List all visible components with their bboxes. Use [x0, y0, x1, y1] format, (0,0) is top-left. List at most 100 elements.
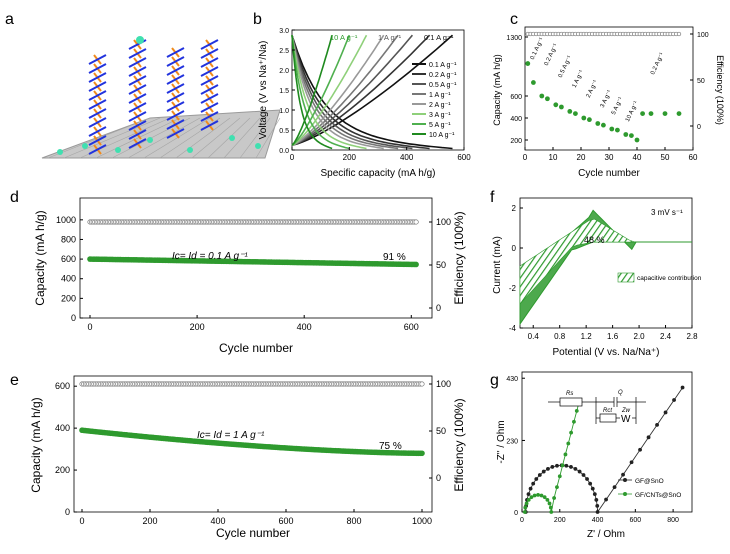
circuit-zw: Zw	[621, 408, 631, 414]
bond-blue	[200, 111, 219, 122]
rate-label-c: 0.1 A g⁻¹	[530, 37, 545, 61]
x-tick-label-f: 2.8	[686, 332, 698, 341]
y-tick-label-b: 0.5	[279, 128, 289, 135]
y-right-tick-label-e: 0	[436, 473, 441, 483]
panel-f-letter: f	[490, 189, 495, 206]
discharge-curve	[291, 35, 399, 150]
y-right-tick-label-c: 50	[697, 78, 705, 85]
x-tick-label-g: 0	[520, 517, 524, 524]
capacity-point-c	[634, 137, 640, 143]
bond-blue	[128, 102, 147, 113]
y-tick-label-g: 430	[506, 376, 518, 383]
capacity-point-c	[623, 132, 629, 137]
scan-rate-f: 3 mV s⁻¹	[651, 208, 683, 217]
bond-blue	[88, 108, 107, 119]
charge-curve	[291, 34, 351, 146]
rate-label-c: 0.5 A g⁻¹	[558, 55, 573, 79]
nyquist-point-gf-sno	[564, 463, 569, 468]
x-axis-label-c: Cycle number	[578, 168, 640, 179]
capacity-point-c	[573, 111, 578, 116]
charge-curve	[291, 34, 399, 146]
x-tick-label-e: 400	[210, 516, 225, 526]
bond-blue	[200, 120, 219, 131]
nyquist-point-gf-sno	[569, 465, 573, 469]
nyquist-point-gf-sno	[595, 504, 600, 508]
x-tick-label-g: 600	[629, 517, 641, 524]
capacity-point-c	[648, 111, 654, 116]
bond-blue	[88, 99, 107, 110]
nyquist-point-gf-cnts-sno	[523, 505, 528, 510]
bond-blue	[128, 93, 147, 104]
rate-label-c: 3 A g⁻¹	[600, 90, 613, 109]
sheet-grid-line	[47, 117, 151, 159]
annotation-10: 10 A g⁻¹	[330, 33, 358, 42]
x-tick-label-f: 2.0	[634, 332, 646, 341]
bond-blue	[166, 92, 185, 103]
capacity-point-c	[595, 121, 601, 126]
y-axis-label-f: Current (mA)	[492, 236, 503, 294]
y-tick-label-d: 200	[61, 293, 76, 303]
bond-blue	[200, 93, 219, 104]
discharge-curve	[291, 35, 384, 150]
bond-blue	[166, 110, 185, 121]
y-tick-label-b: 0.0	[279, 148, 289, 155]
bond-blue	[128, 84, 147, 95]
x-tick-label-d: 400	[297, 322, 312, 332]
nyquist-point-gf-sno	[638, 447, 642, 452]
y-axis-label-d: Capacity (mA h/g)	[33, 210, 47, 305]
panel-c: c 0 10 20 30 40 50 60 200 400 600 1300 0 50 100 0.1 A …	[492, 11, 725, 179]
panel-f: f 0.4 0.8 1.2 1.6 2.0 2.4 2.8 -4 -2 0 2 Potential …	[490, 189, 702, 358]
capacity-point-c	[615, 127, 620, 133]
atom-na	[57, 149, 63, 155]
panel-d-letter: d	[10, 189, 19, 206]
x-tick-label-b: 200	[343, 153, 357, 162]
charge-curve	[291, 34, 333, 146]
rate-label-c: 0.2 A g⁻¹	[544, 43, 559, 67]
cv-plot: 0.4 0.8 1.2 1.6 2.0 2.4 2.8 -4 -2 0 2	[509, 204, 698, 341]
bond-blue	[166, 101, 185, 112]
capacity-point-c	[640, 111, 645, 116]
bond-blue	[200, 57, 219, 68]
capacity-point-c	[567, 109, 573, 114]
nyquist-point-gf-cnts-sno	[529, 495, 534, 500]
legend-label-b: 10 A g⁻¹	[429, 132, 455, 139]
nyquist-point-gf-sno	[655, 422, 659, 427]
bond-blue	[88, 126, 107, 137]
y-axis-right-label-c: Efficiency (100%)	[715, 55, 725, 125]
bond-blue	[128, 57, 147, 68]
x-tick-label-c: 50	[661, 153, 670, 162]
efficiency-point-c	[676, 31, 682, 37]
nyquist-point-gf-cnts-sno	[560, 463, 565, 468]
discharge-curve	[291, 35, 367, 150]
panel-d: d 0 200 400 600 0 200 400 600 800 1000 0 50 100 Cycl…	[10, 189, 466, 355]
nyquist-point-gf-sno	[526, 492, 531, 497]
x-tick-label-e: 0	[79, 516, 84, 526]
y-tick-label-b: 2.5	[279, 48, 289, 55]
y-axis-right-label-d: Efficiency (100%)	[452, 211, 466, 304]
nyquist-point-gf-cnts-sno	[549, 510, 554, 514]
charge-discharge-curves	[291, 34, 454, 150]
nyquist-plot: 0 200 400 600 800 0 230 430	[506, 376, 685, 524]
nyquist-point-gf-sno	[592, 492, 597, 497]
panel-e-letter: e	[10, 372, 19, 389]
circuit-q: Q	[618, 390, 623, 396]
nyquist-point-gf-sno	[672, 398, 676, 402]
retention-d: 91 %	[383, 252, 406, 263]
nyquist-point-gf-cnts-sno	[524, 501, 529, 506]
graphene-sheet	[41, 109, 281, 159]
bond-blue	[128, 120, 147, 131]
sheet-grid-line	[127, 117, 201, 159]
rate-label-c: 0.2 A g⁻¹	[650, 52, 665, 76]
bond-blue	[200, 75, 219, 86]
x-tick-label-b: 400	[400, 153, 414, 162]
capacity-point-d	[413, 261, 419, 268]
cycling-plot-d: 0 200 400 600 0 200 400 600 800 1000 0 50 100	[56, 215, 451, 332]
bond-blue	[166, 128, 185, 139]
x-axis-label-e: Cycle number	[216, 526, 290, 540]
nyquist-point-gf-sno	[546, 466, 550, 471]
y-right-tick-label-e: 100	[436, 379, 451, 389]
annotation-e: Ic= Id = 1 A g⁻¹	[197, 430, 265, 441]
capacity-point-c	[545, 96, 550, 102]
capacity-point-c	[629, 133, 634, 139]
y-right-tick-label-d: 50	[436, 260, 446, 270]
